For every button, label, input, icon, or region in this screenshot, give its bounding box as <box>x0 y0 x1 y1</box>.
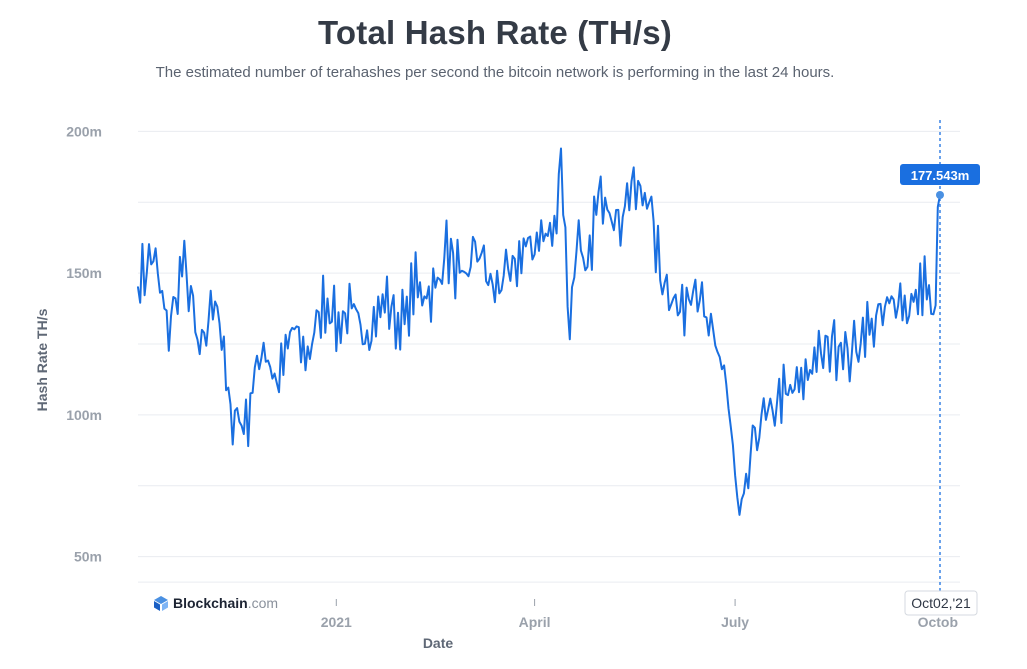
y-tick-label: 100m <box>66 407 102 423</box>
blockchain-logo-icon <box>154 596 168 611</box>
gridlines <box>138 130 960 583</box>
x-tick-label: Octob <box>918 614 958 630</box>
x-axis-label: Date <box>423 635 454 651</box>
x-tick-label: 2021 <box>321 614 352 630</box>
svg-text:Blockchain.com: Blockchain.com <box>173 595 278 611</box>
y-axis-ticks: 50m 100m 150m 200m <box>66 123 102 564</box>
series-line[interactable] <box>137 147 941 516</box>
tooltip-value: 177.543m <box>911 168 970 183</box>
y-tick-label: 50m <box>74 549 102 565</box>
y-tick-label: 150m <box>66 265 102 281</box>
brand-suffix: .com <box>248 595 278 611</box>
brand-name: Blockchain <box>173 595 248 611</box>
date-tooltip: Oct02,'21 <box>904 590 978 616</box>
y-tick-label: 200m <box>66 123 102 139</box>
x-tick-label: July <box>721 614 749 630</box>
x-axis-ticks: 2021 April July Octob <box>321 599 958 630</box>
chart-title: Total Hash Rate (TH/s) <box>318 14 672 51</box>
chart-subtitle: The estimated number of terahashes per s… <box>155 64 835 81</box>
hover-point[interactable] <box>936 191 944 200</box>
y-axis-label: Hash Rate TH/s <box>34 308 50 411</box>
tooltip-date: Oct02,'21 <box>911 595 971 611</box>
value-tooltip: 177.543m <box>900 164 980 186</box>
x-tick-label: April <box>519 614 551 630</box>
brand-watermark: Blockchain.com <box>154 595 278 611</box>
